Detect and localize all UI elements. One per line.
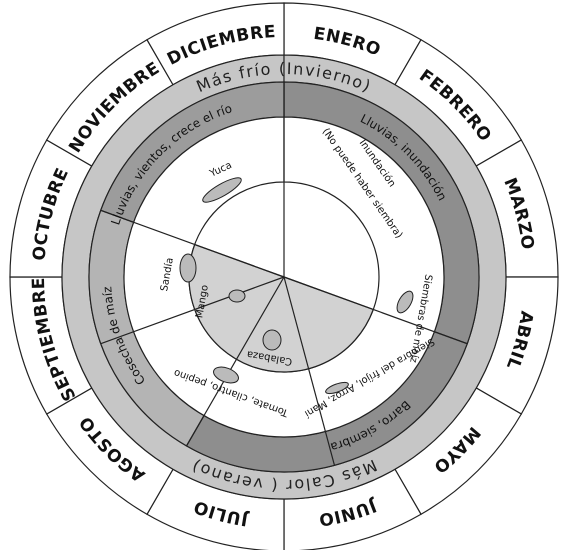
crop-icon xyxy=(263,330,281,350)
crop-icon xyxy=(180,254,196,282)
crop-icon xyxy=(229,290,245,302)
seasonal-calendar: ENEROFEBREROMARZOABRILMAYOJUNIOJULIOAGOS… xyxy=(0,0,564,550)
rings xyxy=(10,3,558,550)
